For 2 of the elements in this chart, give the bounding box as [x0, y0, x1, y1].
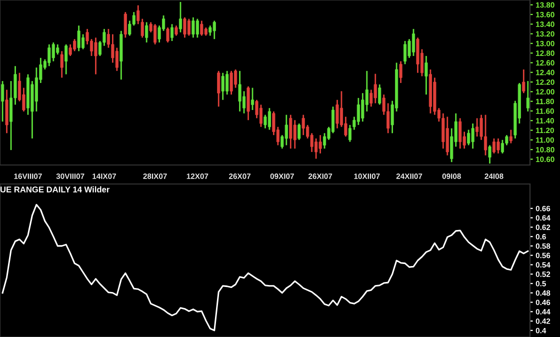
- chart-title: UE RANGE DAILY 14 Wilder: [0, 186, 110, 192]
- line-series: [2, 204, 529, 332]
